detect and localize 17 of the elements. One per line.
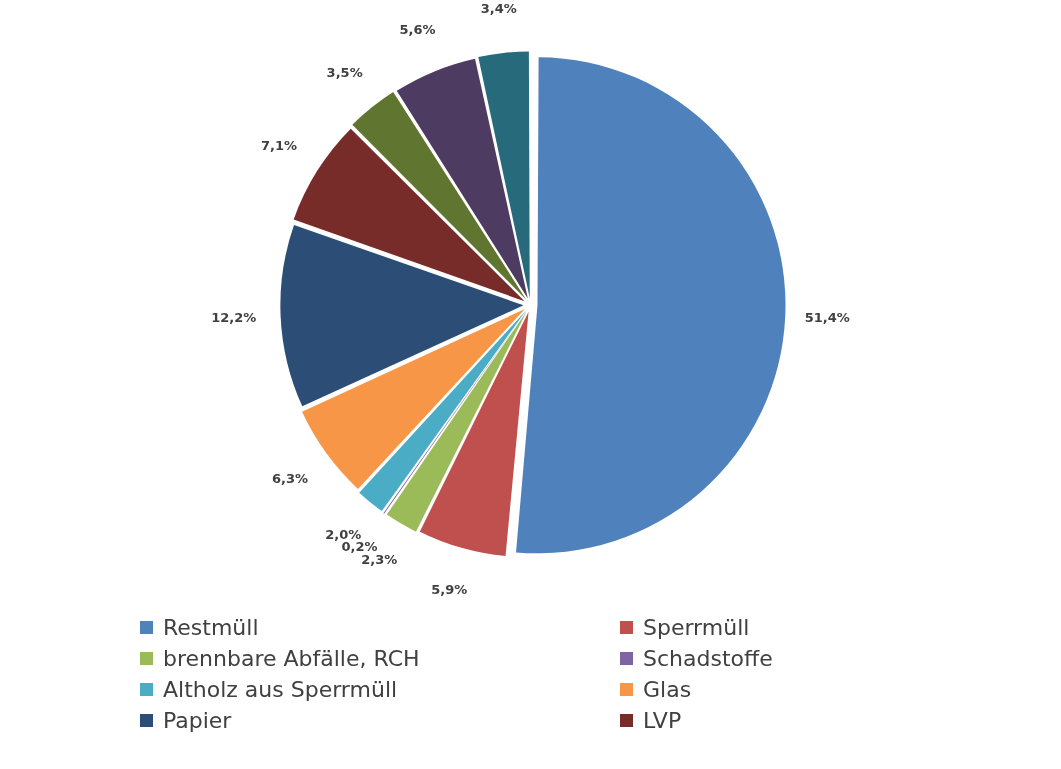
legend-label: brennbare Abfälle, RCH xyxy=(163,646,420,671)
data-label: 7,1% xyxy=(261,138,298,154)
legend-label: Sperrmüll xyxy=(643,615,750,640)
data-label: 51,4% xyxy=(804,309,850,325)
data-label: 3,5% xyxy=(326,64,363,80)
data-label: 6,3% xyxy=(272,470,309,486)
data-label: 5,9% xyxy=(431,582,468,598)
legend-label: Altholz aus Sperrmüll xyxy=(163,677,398,702)
data-label: 2,0% xyxy=(325,526,362,542)
legend-label: Restmüll xyxy=(163,615,259,640)
data-label: 5,6% xyxy=(399,21,436,37)
legend-label: Schadstoffe xyxy=(643,646,773,671)
data-label: 3,4% xyxy=(480,1,517,17)
legend-label: LVP xyxy=(643,708,682,733)
legend-label: Papier xyxy=(163,708,232,733)
data-label: 12,2% xyxy=(211,309,257,325)
legend-label: Glas xyxy=(643,677,692,702)
